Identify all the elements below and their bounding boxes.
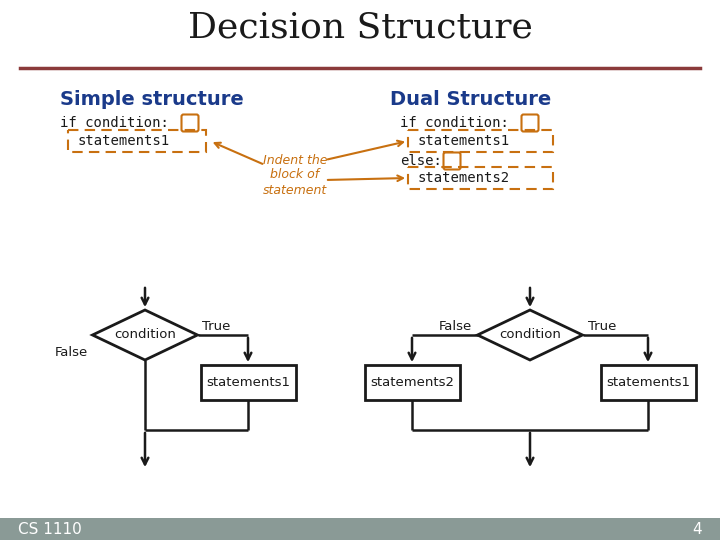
- FancyBboxPatch shape: [181, 114, 199, 132]
- Polygon shape: [477, 310, 582, 360]
- Bar: [408, 167, 553, 189]
- Text: if condition:: if condition:: [60, 116, 169, 130]
- Text: statements2: statements2: [418, 171, 510, 185]
- Text: statements1: statements1: [418, 134, 510, 148]
- Polygon shape: [364, 365, 459, 400]
- Text: True: True: [588, 321, 616, 334]
- Text: Dual Structure: Dual Structure: [390, 90, 552, 109]
- Text: else:: else:: [400, 154, 442, 168]
- Bar: [408, 130, 553, 152]
- Polygon shape: [600, 365, 696, 400]
- Text: Simple structure: Simple structure: [60, 90, 244, 109]
- Text: CS 1110: CS 1110: [18, 522, 82, 537]
- FancyBboxPatch shape: [521, 114, 539, 132]
- Text: True: True: [202, 321, 231, 334]
- Text: Indent the
block of
statement: Indent the block of statement: [263, 153, 328, 197]
- Text: Decision Structure: Decision Structure: [188, 11, 532, 45]
- Text: 4: 4: [693, 522, 702, 537]
- Text: False: False: [439, 321, 472, 334]
- Bar: [0, 518, 720, 540]
- Text: statements1: statements1: [206, 376, 290, 389]
- Text: statements1: statements1: [78, 134, 170, 148]
- Bar: [68, 130, 206, 152]
- Polygon shape: [92, 310, 197, 360]
- Text: if condition:: if condition:: [400, 116, 509, 130]
- FancyBboxPatch shape: [444, 152, 461, 170]
- Text: False: False: [54, 347, 88, 360]
- Polygon shape: [200, 365, 295, 400]
- Text: statements2: statements2: [370, 376, 454, 389]
- Text: statements1: statements1: [606, 376, 690, 389]
- Text: condition: condition: [499, 328, 561, 341]
- Text: condition: condition: [114, 328, 176, 341]
